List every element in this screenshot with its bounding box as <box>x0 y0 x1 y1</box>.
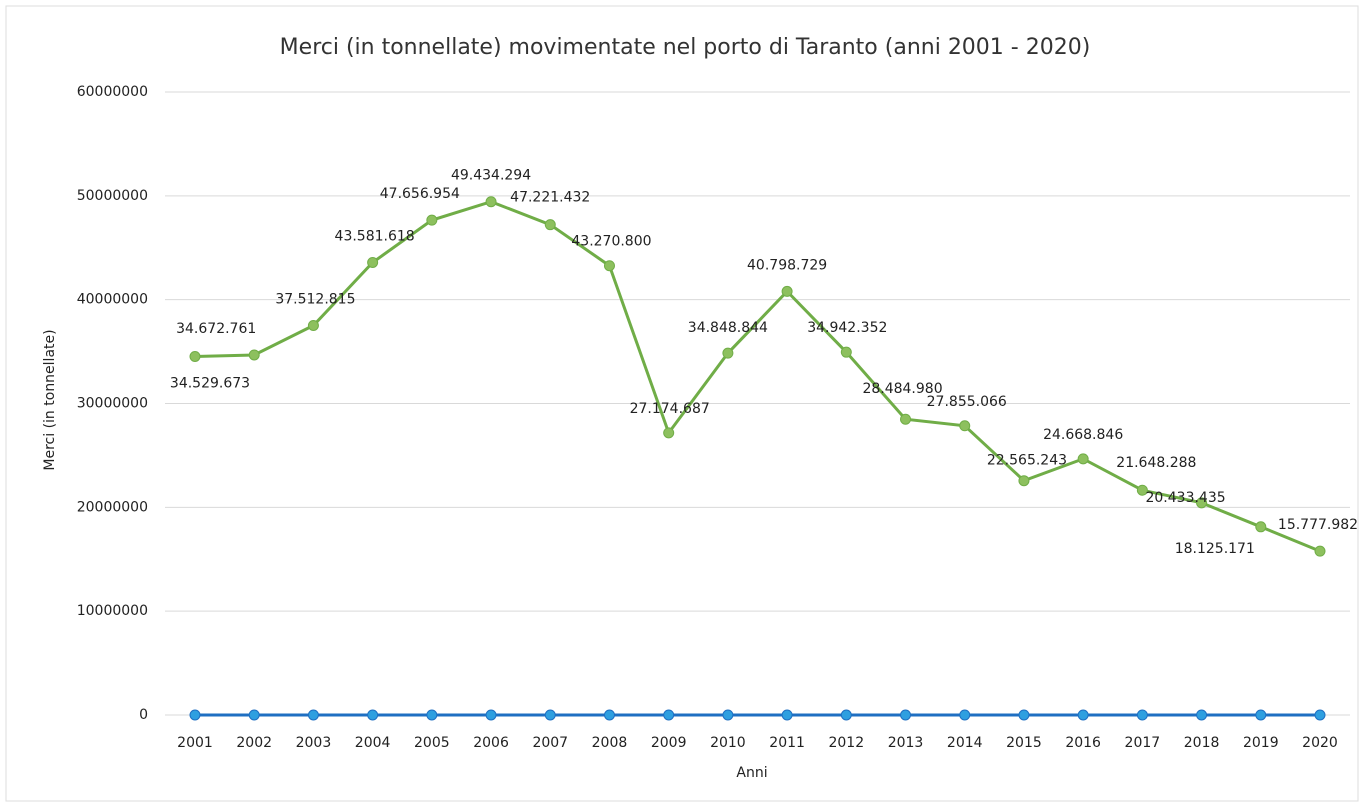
chart-title: Merci (in tonnellate) movimentate nel po… <box>280 35 1091 60</box>
data-point <box>900 413 912 425</box>
data-label: 27.174.687 <box>630 401 710 417</box>
data-label: 28.484.980 <box>862 381 942 397</box>
data-point <box>603 260 615 272</box>
data-point <box>663 427 675 439</box>
y-tick-label: 40000000 <box>77 292 148 308</box>
data-point <box>544 219 556 231</box>
x-tick-label: 2018 <box>1184 735 1220 751</box>
x-tick-label: 2004 <box>355 735 391 751</box>
data-point <box>1255 521 1267 533</box>
data-point <box>1018 709 1030 721</box>
data-point <box>900 709 912 721</box>
data-point <box>781 285 793 297</box>
x-tick-label: 2017 <box>1125 735 1161 751</box>
data-label: 20.433.435 <box>1145 490 1225 506</box>
data-point <box>959 420 971 432</box>
x-tick-label: 2019 <box>1243 735 1279 751</box>
data-point <box>781 709 793 721</box>
data-label: 15.777.982 <box>1278 517 1358 533</box>
data-label: 34.942.352 <box>807 320 887 336</box>
y-tick-label: 50000000 <box>77 188 148 204</box>
data-point <box>840 346 852 358</box>
y-tick-label: 30000000 <box>77 396 148 412</box>
data-label: 43.581.618 <box>335 228 415 244</box>
data-point <box>544 709 556 721</box>
data-point <box>307 319 319 331</box>
x-tick-label: 2011 <box>769 735 805 751</box>
x-tick-label: 2009 <box>651 735 687 751</box>
x-tick-label: 2005 <box>414 735 450 751</box>
data-point <box>722 347 734 359</box>
x-tick-label: 2001 <box>177 735 213 751</box>
y-tick-label: 0 <box>139 707 148 723</box>
data-point <box>1314 545 1326 557</box>
data-label: 21.648.288 <box>1116 455 1196 471</box>
x-tick-label: 2020 <box>1302 735 1338 751</box>
data-point <box>663 709 675 721</box>
data-label: 49.434.294 <box>451 168 531 184</box>
data-point <box>603 709 615 721</box>
data-point <box>1136 484 1148 496</box>
y-tick-label: 20000000 <box>77 499 148 515</box>
data-point <box>189 350 201 362</box>
series-line <box>194 200 1321 553</box>
y-axis-label: Merci (in tonnellate) <box>42 329 58 470</box>
data-label: 18.125.171 <box>1175 541 1255 557</box>
data-point <box>840 709 852 721</box>
x-tick-label: 2006 <box>473 735 509 751</box>
data-point <box>1255 709 1267 721</box>
x-tick-label: 2012 <box>828 735 864 751</box>
data-point <box>367 709 379 721</box>
data-label: 24.668.846 <box>1043 427 1123 443</box>
data-label: 40.798.729 <box>747 257 827 273</box>
y-tick-label: 10000000 <box>77 603 148 619</box>
data-label: 34.848.844 <box>688 320 768 336</box>
data-point <box>485 709 497 721</box>
x-tick-label: 2007 <box>532 735 568 751</box>
data-label: 27.855.066 <box>927 394 1007 410</box>
data-point <box>1018 475 1030 487</box>
data-point <box>959 709 971 721</box>
data-point <box>426 709 438 721</box>
x-tick-label: 2015 <box>1006 735 1042 751</box>
data-label: 47.221.432 <box>510 190 590 206</box>
x-axis-label: Anni <box>736 765 767 781</box>
chart-border <box>5 5 1359 802</box>
data-label: 43.270.800 <box>571 234 651 250</box>
data-point <box>248 709 260 721</box>
data-point <box>248 349 260 361</box>
x-tick-label: 2003 <box>296 735 332 751</box>
data-point <box>1196 709 1208 721</box>
data-point <box>426 214 438 226</box>
data-point <box>1077 709 1089 721</box>
data-point <box>1136 709 1148 721</box>
data-point <box>1077 453 1089 465</box>
x-tick-label: 2010 <box>710 735 746 751</box>
y-tick-label: 60000000 <box>77 84 148 100</box>
data-point <box>1314 709 1326 721</box>
x-tick-label: 2008 <box>592 735 628 751</box>
data-point <box>485 196 497 208</box>
x-tick-label: 2016 <box>1065 735 1101 751</box>
data-label: 22.565.243 <box>987 453 1067 469</box>
x-tick-label: 2014 <box>947 735 983 751</box>
data-label: 34.672.761 <box>176 321 256 337</box>
data-label: 47.656.954 <box>380 186 460 202</box>
x-tick-label: 2002 <box>236 735 272 751</box>
data-label: 37.512.815 <box>275 291 355 307</box>
data-point <box>722 709 734 721</box>
data-point <box>367 256 379 268</box>
x-tick-label: 2013 <box>888 735 924 751</box>
data-label: 34.529.673 <box>170 375 250 391</box>
data-point <box>189 709 201 721</box>
data-point <box>307 709 319 721</box>
data-point <box>1196 497 1208 509</box>
